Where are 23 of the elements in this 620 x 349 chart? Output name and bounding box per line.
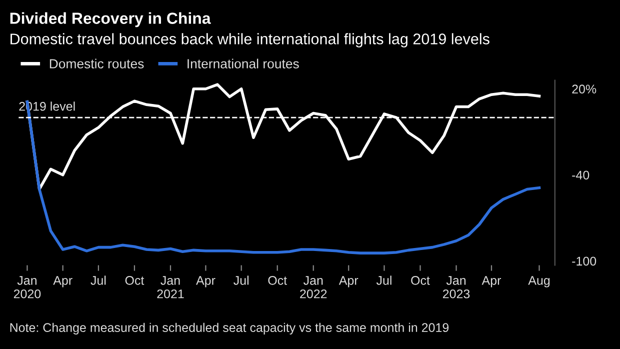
x-tick-label: Apr: [338, 276, 358, 288]
chart-title: Divided Recovery in China: [10, 12, 211, 28]
legend-label: Domestic routes: [50, 58, 144, 68]
text: Note: Change measured in scheduled seat capacity vs the same month in 2019: [10, 322, 449, 334]
x-tick-label: Jan 2020: [14, 276, 41, 298]
x-tick-label: Jul: [90, 276, 106, 285]
legend-label: International routes: [188, 58, 299, 68]
y-tick-label: 20%: [572, 84, 596, 94]
x-tick-label: Apr: [482, 276, 501, 288]
x-tick-label: Jan 2021: [157, 276, 184, 298]
x-tick-label: Apr: [53, 276, 72, 288]
y-tick-label: -40: [572, 170, 590, 180]
x-tick-label: Jul: [376, 276, 392, 285]
x-tick-label: Oct: [125, 276, 144, 285]
chart-subtitle: Domestic travel bounces back while international flights lag 2019 levels: [10, 33, 490, 48]
y-tick-label: -100: [572, 256, 596, 266]
x-tick-label: Jul: [234, 276, 248, 285]
x-tick-label: Jan 2023: [442, 276, 470, 298]
x-tick-label: Oct: [411, 276, 430, 285]
x-tick-label: Aug: [528, 276, 550, 288]
x-tick-label: Apr: [196, 276, 216, 288]
x-tick-label: Oct: [268, 276, 287, 285]
x-tick-label: Jan 2022: [300, 276, 327, 298]
